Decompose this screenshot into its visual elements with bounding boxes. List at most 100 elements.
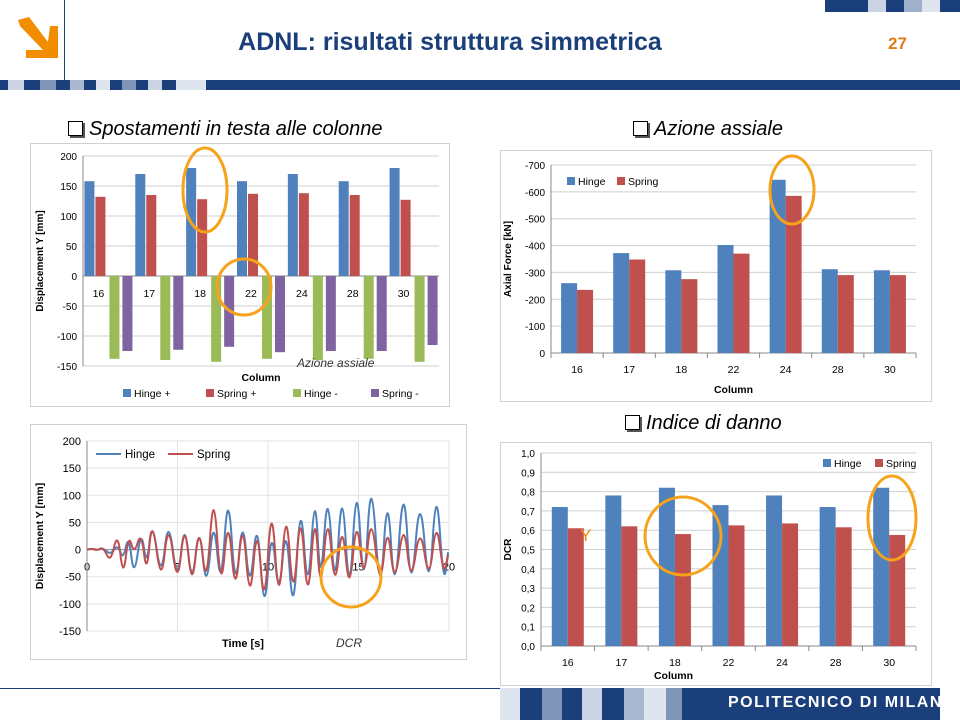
section-heading-axial: Azione assiale: [633, 118, 783, 141]
bar: [338, 181, 349, 276]
bar: [613, 253, 630, 353]
x-tick-label: 24: [780, 364, 792, 376]
bar: [349, 195, 360, 276]
y-axis-title: Displacement Y [mm]: [35, 210, 46, 311]
y-tick-label: 100: [63, 490, 81, 502]
bar: [782, 523, 799, 646]
bar: [681, 279, 698, 353]
x-tick-label: 30: [884, 364, 896, 376]
x-tick-label: 22: [723, 657, 735, 669]
displacement-bar-chart: 200 150 100 50 0 -50 -100 -150 16 17 18 22 24 28 30 Col…: [35, 152, 439, 400]
x-tick-label: 18: [669, 657, 681, 669]
legend-swatch: [206, 389, 214, 397]
y-tick-label: 50: [69, 517, 81, 529]
bar: [427, 276, 438, 345]
bar: [414, 276, 425, 362]
bar: [728, 525, 745, 646]
x-tick-label: 24: [296, 288, 308, 300]
bar: [629, 259, 646, 353]
bar: [95, 196, 106, 276]
y-tick-label: 0,8: [521, 488, 535, 499]
y-tick-label: -50: [63, 302, 78, 313]
x-tick-label: 18: [676, 364, 688, 376]
header: ADNL: risultati struttura simmetrica 27: [0, 0, 960, 92]
y-axis-title: Axial Force [kN]: [503, 221, 514, 297]
bar: [766, 495, 783, 646]
y-tick-label: -150: [59, 626, 81, 638]
legend-label: Hinge: [578, 176, 606, 188]
legend-label: Hinge +: [134, 388, 170, 400]
y-tick-label: 200: [63, 436, 81, 448]
bar: [84, 181, 95, 276]
y-tick-label: 0,9: [521, 468, 535, 479]
bar: [621, 526, 638, 646]
bar: [605, 495, 622, 646]
bar: [363, 276, 374, 359]
x-tick-label: 16: [93, 288, 105, 300]
checkbox-bullet-icon: [68, 121, 83, 136]
x-tick-label: 22: [245, 288, 257, 300]
bar: [287, 174, 298, 276]
x-tick-label: 16: [571, 364, 583, 376]
legend-swatch: [875, 459, 883, 467]
y-tick-label: 0,2: [521, 603, 535, 614]
bar: [567, 528, 584, 646]
section-heading-label: Indice di danno: [646, 412, 782, 434]
bar: [712, 505, 729, 646]
top-right-decoration: [825, 0, 960, 12]
bar: [835, 527, 852, 646]
bar: [237, 181, 247, 276]
y-tick-label: 150: [63, 463, 81, 475]
y-tick-label: 0: [71, 272, 77, 283]
header-bar: [0, 80, 960, 90]
bar: [551, 507, 568, 646]
footer: [0, 688, 960, 720]
bar: [658, 487, 675, 646]
bar: [298, 193, 309, 276]
y-tick-label: -100: [57, 332, 77, 343]
y-tick-label: 0,5: [521, 546, 535, 557]
legend-label: Hinge: [125, 449, 155, 461]
time-history-line-chart: 200150100500-50-100-15005101520HingeSpri…: [34, 436, 455, 650]
y-tick-label: -100: [59, 599, 81, 611]
slide-title: ADNL: risultati struttura simmetrica: [238, 28, 662, 56]
bar: [769, 179, 786, 353]
bar: [173, 276, 184, 350]
damage-bar-chart: 1,0 0,9 0,8 0,7 0,6 0,5 0,4 0,3 0,2 0,1 0,0 Hinge Sp…: [503, 449, 917, 682]
x-tick-label: 22: [728, 364, 740, 376]
footer-bar: [702, 688, 960, 720]
section-heading-displacement: Spostamenti in testa alle colonne: [68, 118, 383, 141]
x-tick-label: 24: [776, 657, 788, 669]
annotation-dcr: DCR: [336, 636, 362, 650]
y-tick-label: 0,4: [521, 565, 535, 576]
bar: [312, 276, 323, 360]
x-axis-title: Column: [241, 372, 280, 384]
bar: [819, 507, 836, 646]
checkbox-bullet-icon: [625, 415, 640, 430]
axial-chart-frame: -700 -600 -500 -400 -300 -200 -100 0 Hinge Spring…: [500, 150, 932, 402]
y-axis-title: DCR: [503, 538, 514, 560]
bar: [837, 275, 854, 353]
bar: [733, 253, 750, 353]
bar: [577, 289, 594, 353]
bar: [325, 276, 336, 351]
bar: [889, 535, 906, 646]
axial-bar-chart: -700 -600 -500 -400 -300 -200 -100 0 Hinge Spring…: [503, 161, 917, 396]
x-tick-label: 28: [830, 657, 842, 669]
y-tick-label: -200: [525, 295, 545, 306]
y-tick-label: 0,1: [521, 623, 535, 634]
y-tick-label: 0,0: [521, 642, 535, 653]
annotation-y: Y: [580, 526, 592, 545]
legend-swatch: [123, 389, 131, 397]
x-tick-label: 16: [562, 657, 574, 669]
y-tick-label: 0: [539, 349, 545, 360]
bar: [197, 199, 208, 276]
legend-label: Spring: [886, 458, 917, 470]
bar: [376, 276, 387, 351]
y-tick-label: -700: [525, 161, 545, 172]
legend-label: Spring: [628, 176, 659, 188]
section-heading-damage: Indice di danno: [625, 412, 782, 435]
legend-label: Hinge -: [304, 388, 338, 400]
x-axis-title: Time [s]: [222, 638, 264, 650]
bar: [873, 270, 890, 353]
